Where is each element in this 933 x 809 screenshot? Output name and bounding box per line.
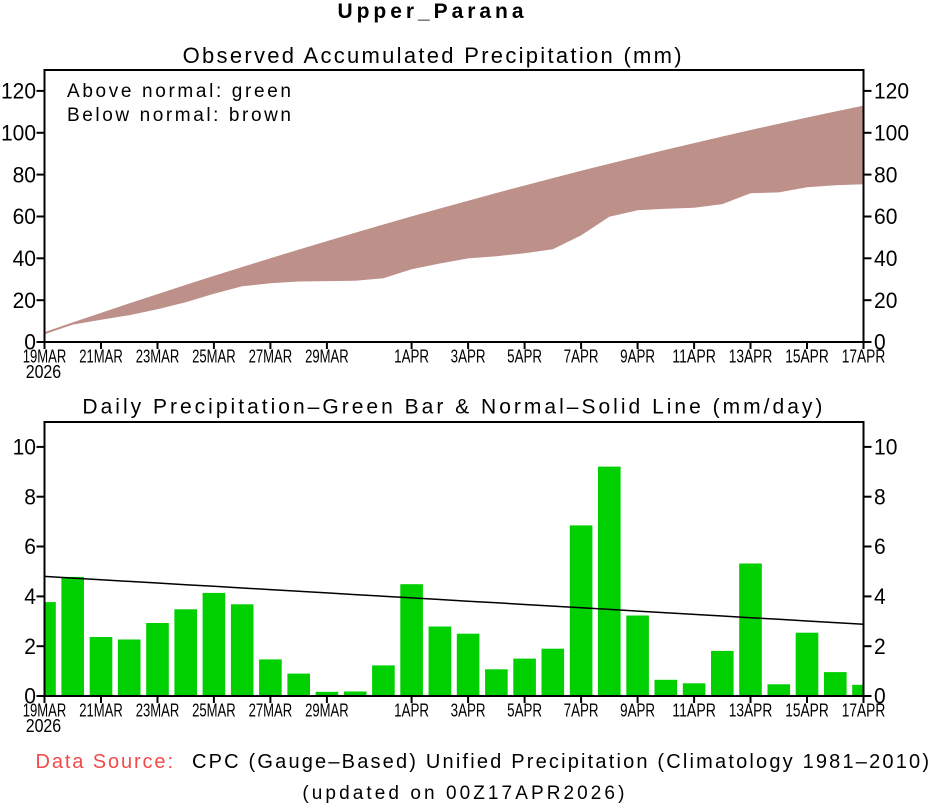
svg-text:1APR: 1APR	[394, 346, 429, 366]
svg-text:13APR: 13APR	[729, 346, 773, 366]
svg-text:100: 100	[874, 121, 909, 146]
svg-text:Observed Accumulated Precipita: Observed Accumulated Precipitation (mm)	[183, 43, 682, 68]
svg-text:5APR: 5APR	[507, 346, 542, 366]
svg-text:4: 4	[874, 584, 886, 609]
svg-text:23MAR: 23MAR	[136, 346, 180, 366]
svg-text:80: 80	[874, 162, 897, 187]
svg-text:21MAR: 21MAR	[79, 700, 123, 720]
svg-text:25MAR: 25MAR	[192, 346, 236, 366]
svg-text:17APR: 17APR	[842, 346, 886, 366]
svg-text:15APR: 15APR	[785, 700, 829, 720]
svg-text:17APR: 17APR	[842, 700, 886, 720]
svg-text:6: 6	[874, 534, 886, 559]
svg-text:2026: 2026	[26, 362, 62, 382]
svg-text:29MAR: 29MAR	[305, 346, 349, 366]
svg-text:40: 40	[874, 246, 897, 271]
svg-text:7APR: 7APR	[564, 700, 599, 720]
svg-text:40: 40	[13, 246, 36, 271]
svg-text:27MAR: 27MAR	[249, 346, 293, 366]
svg-text:4: 4	[24, 584, 36, 609]
svg-text:120: 120	[874, 79, 909, 104]
svg-text:3APR: 3APR	[451, 700, 486, 720]
svg-text:60: 60	[13, 204, 36, 229]
svg-text:0: 0	[24, 684, 36, 709]
svg-text:0: 0	[874, 330, 886, 355]
svg-text:11APR: 11APR	[672, 346, 716, 366]
svg-text:120: 120	[1, 79, 36, 104]
svg-text:3APR: 3APR	[451, 346, 486, 366]
svg-text:19MAR: 19MAR	[23, 700, 67, 720]
svg-text:10: 10	[13, 435, 36, 460]
svg-text:20: 20	[13, 288, 36, 313]
svg-text:Data Source:: Data Source:	[36, 751, 174, 773]
svg-text:8: 8	[874, 484, 886, 509]
svg-text:15APR: 15APR	[785, 346, 829, 366]
svg-text:60: 60	[874, 204, 897, 229]
svg-text:23MAR: 23MAR	[136, 700, 180, 720]
svg-text:Above normal: green: Above normal: green	[67, 81, 291, 102]
svg-text:CPC (Gauge–Based) Unified Prec: CPC (Gauge–Based) Unified Precipitation …	[192, 751, 929, 773]
svg-text:20: 20	[874, 288, 897, 313]
svg-text:27MAR: 27MAR	[249, 700, 293, 720]
svg-text:9APR: 9APR	[620, 346, 655, 366]
svg-text:8: 8	[24, 484, 36, 509]
svg-text:100: 100	[1, 121, 36, 146]
svg-text:0: 0	[874, 684, 886, 709]
svg-text:25MAR: 25MAR	[192, 700, 236, 720]
svg-text:5APR: 5APR	[507, 700, 542, 720]
svg-text:10: 10	[874, 435, 897, 460]
svg-text:11APR: 11APR	[672, 700, 716, 720]
svg-text:1APR: 1APR	[394, 700, 429, 720]
svg-text:9APR: 9APR	[620, 700, 655, 720]
svg-text:0: 0	[24, 330, 36, 355]
svg-text:13APR: 13APR	[729, 700, 773, 720]
svg-text:Below normal: brown: Below normal: brown	[67, 105, 291, 126]
svg-text:6: 6	[24, 534, 36, 559]
svg-text:19MAR: 19MAR	[23, 346, 67, 366]
svg-text:2: 2	[874, 634, 886, 659]
svg-text:2: 2	[24, 634, 36, 659]
svg-text:80: 80	[13, 162, 36, 187]
svg-text:7APR: 7APR	[564, 346, 599, 366]
svg-text:29MAR: 29MAR	[305, 700, 349, 720]
svg-text:2026: 2026	[26, 716, 62, 736]
svg-text:21MAR: 21MAR	[79, 346, 123, 366]
